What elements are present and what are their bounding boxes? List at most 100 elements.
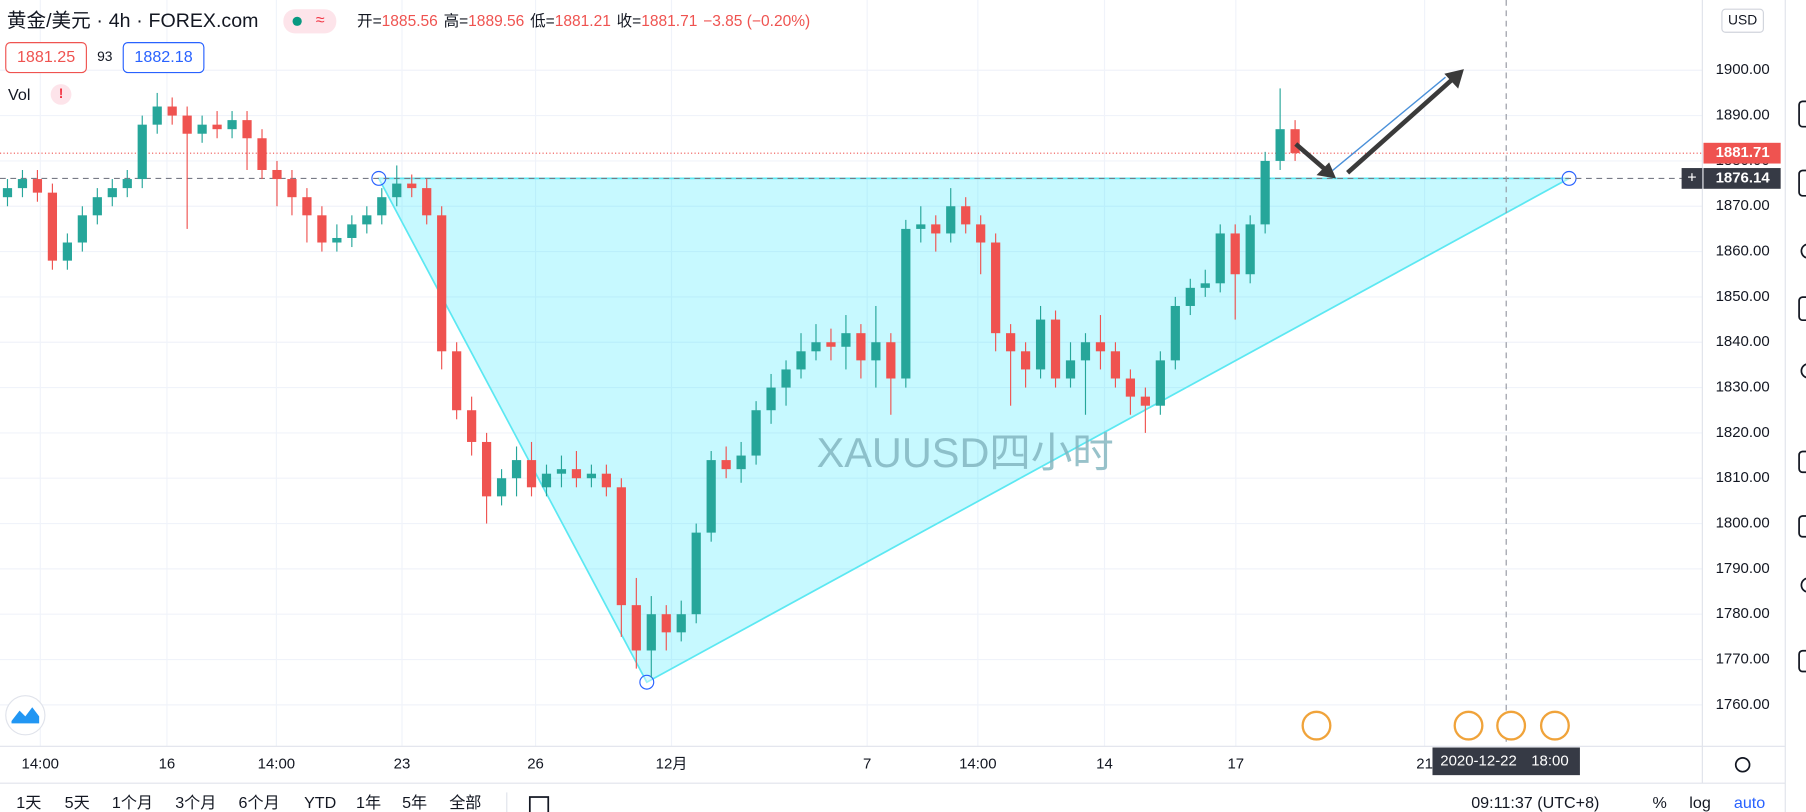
candle-body [197,124,207,134]
range-button[interactable]: 1个月 [112,794,153,812]
tool-icon[interactable] [1798,515,1806,538]
candle-body [751,410,761,456]
candle-body [1035,319,1046,370]
candle-body [676,614,686,633]
candle-body [586,473,597,479]
status-badge[interactable] [283,9,337,34]
candle-body [511,460,522,479]
event-flag[interactable] [1496,710,1527,741]
range-button[interactable]: 1天 [16,794,41,812]
tool-icon[interactable] [1800,363,1806,379]
crosshair-date: 2020-12-22 [1440,752,1517,769]
candle-body [257,138,267,170]
candle-body [1200,283,1210,288]
x-tick-label: 26 [527,756,544,773]
tool-icon[interactable] [1798,450,1806,474]
candle-body [1050,319,1061,379]
y-tick-label: 1870.00 [1716,197,1770,214]
logo[interactable] [5,695,46,736]
range-button[interactable]: 6个月 [239,794,280,812]
range-button[interactable]: 1年 [356,794,381,812]
range-button[interactable]: YTD [304,794,336,812]
candle-body [616,487,626,606]
candle-body [1110,351,1121,379]
candle-body [766,387,776,411]
range-button[interactable]: 3个月 [175,794,216,812]
percent-toggle[interactable]: % [1653,794,1667,812]
arrow-head [1444,69,1464,89]
candle-body [706,460,716,533]
tool-icon[interactable] [1800,243,1806,259]
volume-label: Vol [8,86,30,104]
candle-body [826,342,836,347]
x-tick-label: 21 [1416,756,1433,773]
range-button[interactable]: 5年 [402,794,427,812]
auto-toggle[interactable]: auto [1734,794,1765,812]
candle-body [571,469,582,479]
tool-icon[interactable] [1798,100,1806,128]
tool-icon[interactable] [1798,649,1806,673]
candle-body [556,469,567,474]
x-tick-label: 7 [863,756,871,773]
candle-body [496,478,507,497]
alert-badge[interactable] [50,84,72,105]
candle-body [347,224,357,238]
candle-body [991,242,1001,334]
candle-body [736,455,746,470]
right-toolbar [1798,100,1806,673]
bid-box[interactable] [5,42,87,74]
candle-body [781,369,791,388]
symbol: 黄金/美元 [7,10,91,32]
y-tick-label: 1850.00 [1716,288,1770,305]
candle-body [407,183,417,189]
watermark: XAUUSD四小时 [817,429,1114,476]
event-flag[interactable] [1539,710,1570,741]
candle-body [137,124,147,180]
event-flag[interactable] [1301,710,1332,741]
crosshair-box [1432,747,1580,776]
candle-body [931,224,941,234]
candle-body [92,197,102,216]
level-plus-box [1681,168,1703,189]
symbol-line: 黄金/美元 · 4h · FOREX.com [7,10,259,32]
candle-body [856,333,866,361]
currency-box[interactable] [1721,8,1764,33]
y-tick-label: 1860.00 [1716,243,1770,260]
candle-body [946,206,956,234]
trend-line [1332,76,1446,171]
y-tick-label: 1800.00 [1716,515,1770,532]
range-button[interactable]: 5天 [65,794,90,812]
candle-body [47,192,58,261]
candle-body [916,224,926,229]
range-button[interactable]: 全部 [449,794,481,812]
candle-body [332,237,342,243]
ask-box[interactable] [122,42,205,74]
candle-body [1290,129,1300,154]
candle-body [871,342,881,361]
ohlc-value: 1889.56 [468,13,524,30]
event-flag[interactable] [1453,710,1484,741]
ask: 1882.18 [134,48,192,66]
y-tick-label: 1790.00 [1716,560,1770,577]
tool-icon[interactable] [1800,577,1806,593]
y-tick-label: 1780.00 [1716,605,1770,622]
ohlc-label: 低= [530,12,555,30]
y-tick-label: 1760.00 [1716,696,1770,713]
goto-icon[interactable] [528,796,550,812]
candle-body [976,224,986,243]
separator: · [136,10,143,32]
candle-body [422,188,432,216]
x-tick-label: 14:00 [258,756,295,773]
candle-body [437,215,447,352]
candle-body [317,215,327,243]
level-label: 1876.14 [1716,169,1771,186]
grid [0,0,1703,747]
candle-body [721,460,731,470]
tool-icon[interactable] [1798,296,1806,322]
tool-icon[interactable] [1798,169,1806,197]
candle-body [242,120,252,139]
log-toggle[interactable]: log [1689,794,1711,812]
candle-body [541,473,552,488]
settings-icon[interactable] [1734,757,1751,773]
